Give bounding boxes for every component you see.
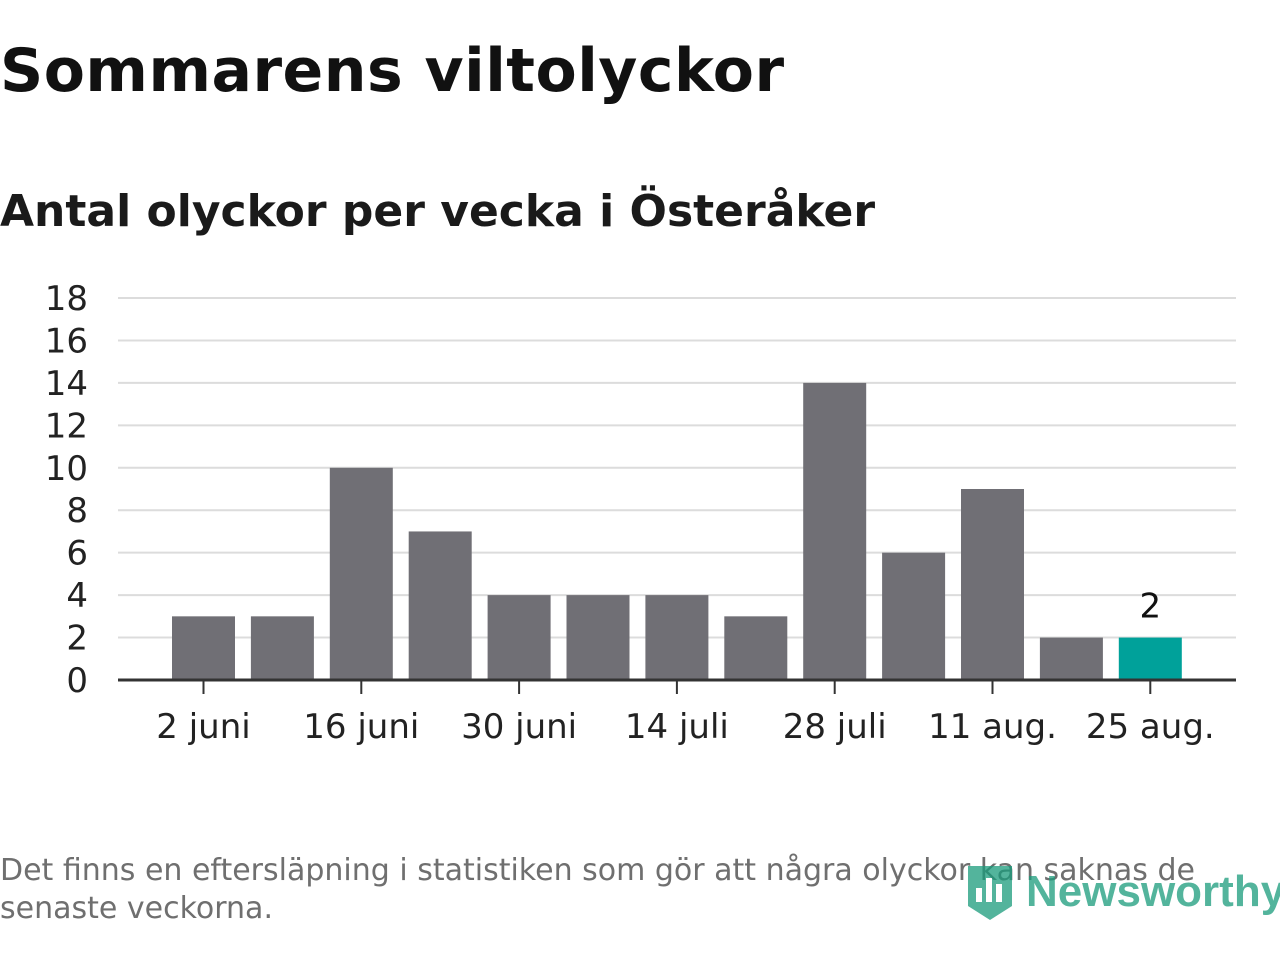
highlight-data-label: 2: [1139, 587, 1161, 627]
bar: [566, 595, 630, 680]
bars: [172, 382, 1182, 680]
x-tick-label: 11 aug.: [928, 707, 1057, 747]
x-tick-label: 14 juli: [625, 707, 729, 747]
y-tick-label: 6: [66, 534, 88, 574]
x-tick-label: 30 juni: [461, 707, 577, 747]
bar: [961, 489, 1024, 680]
data-labels: 2: [1139, 587, 1161, 627]
bar: [645, 595, 709, 680]
bar: [172, 616, 235, 680]
x-axis: 2 juni 16 juni 30 juni 14 juli 28 juli 11 aug…: [118, 678, 1236, 747]
y-tick-label: 4: [66, 576, 88, 616]
bar: [724, 616, 788, 680]
y-tick-label: 8: [66, 491, 88, 531]
y-tick-label: 18: [45, 279, 88, 319]
bar: [1118, 637, 1182, 680]
y-tick-label: 10: [45, 449, 88, 489]
grid-lines: [118, 297, 1236, 639]
bar-chart-badge-icon: [968, 866, 1012, 920]
logo-text: Newsworthy: [1026, 867, 1280, 916]
bar: [408, 531, 472, 680]
y-tick-label: 2: [66, 619, 88, 659]
newsworthy-logo: Newsworthy: [964, 862, 1280, 922]
x-tick-label: 25 aug.: [1086, 707, 1215, 747]
x-tick-label: 28 juli: [783, 707, 887, 747]
bar: [329, 467, 393, 680]
bar: [1039, 637, 1103, 680]
bar: [487, 595, 551, 680]
y-tick-label: 16: [45, 321, 88, 361]
x-tick-label: 16 juni: [303, 707, 419, 747]
y-tick-label: 14: [45, 364, 88, 404]
bar: [250, 616, 314, 680]
bar: [882, 552, 946, 680]
bar: [803, 382, 867, 680]
y-tick-label: 12: [45, 406, 88, 446]
x-tick-label: 2 juni: [156, 707, 250, 747]
chart-title: Sommarens viltolyckor: [0, 36, 785, 106]
y-tick-label: 0: [66, 661, 88, 701]
chart-subtitle: Antal olyckor per vecka i Österåker: [0, 186, 876, 237]
